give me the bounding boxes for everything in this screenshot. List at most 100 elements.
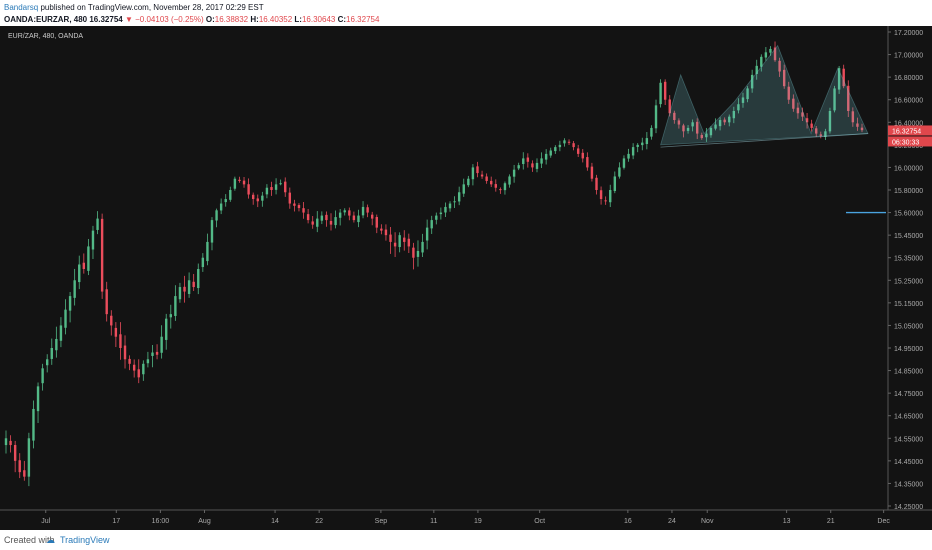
candle-body — [576, 148, 580, 154]
candle-body — [485, 176, 488, 181]
candle-body — [741, 97, 745, 103]
tradingview-brand[interactable]: TradingView — [60, 535, 110, 545]
close-value: 16.32754 — [346, 15, 380, 24]
time-tick-label: Nov — [701, 518, 714, 525]
candle-body — [13, 445, 17, 461]
candlestick-chart[interactable]: 17.20000 17.00000 16.80000 16.60000 16.40000… — [0, 26, 932, 530]
candle-body — [503, 183, 507, 191]
candle-body — [627, 153, 630, 159]
candle-body — [416, 250, 420, 257]
head-and-shoulders-pattern[interactable] — [660, 44, 869, 146]
candle-body — [618, 167, 621, 177]
candle-body — [604, 200, 607, 202]
countdown-label: 06:30:33 — [892, 139, 919, 146]
time-tick-label: 24 — [668, 518, 676, 525]
candle-body — [371, 214, 374, 219]
price-axis-background[interactable] — [888, 26, 932, 530]
candle-body — [586, 157, 589, 168]
open-value: 16.38832 — [214, 15, 249, 24]
candle-body — [723, 119, 726, 123]
candle-body — [490, 180, 493, 185]
candle-body — [132, 364, 136, 371]
candle-body — [750, 74, 754, 89]
candle-body — [274, 184, 278, 190]
candle-body — [178, 287, 182, 300]
candle-body — [311, 221, 314, 225]
candle-body — [760, 56, 763, 67]
candle-body — [622, 158, 626, 168]
time-tick-label: Oct — [534, 518, 545, 525]
candle-body — [68, 296, 72, 311]
author-link[interactable]: Bandarsq — [4, 3, 39, 12]
candle-body — [563, 140, 566, 144]
candle-body — [155, 351, 159, 355]
candle-body — [27, 438, 31, 477]
time-tick-label: 16 — [624, 518, 632, 525]
candle-body — [114, 327, 118, 337]
time-tick-label: 21 — [827, 518, 835, 525]
neckline[interactable] — [660, 133, 869, 148]
candle-body — [261, 195, 264, 201]
candle-body — [609, 190, 612, 203]
candle-body — [174, 296, 177, 316]
candle-body — [398, 235, 401, 248]
candle-body — [256, 198, 259, 202]
countdown-marker — [888, 136, 932, 147]
candle-body — [206, 241, 209, 262]
candle-body — [151, 352, 154, 356]
price-tick-label: 14.85000 — [894, 369, 923, 376]
candle-body — [325, 214, 328, 221]
candle-body — [59, 325, 63, 341]
candle-body — [810, 123, 813, 128]
time-tick-label: 11 — [430, 518, 437, 525]
price-tick-label: 16.80000 — [894, 75, 923, 82]
down-arrow-icon: ▼ — [124, 15, 133, 24]
candle-body — [238, 179, 241, 181]
price-tick-label: 14.65000 — [894, 414, 923, 421]
candle-body — [819, 134, 823, 136]
candle-body — [769, 48, 772, 53]
candle-body — [293, 203, 296, 206]
candle-body — [847, 85, 850, 111]
ohlc-line: OANDA:EURZAR, 480 16.32754 ▼ −0.04103 (−… — [4, 14, 379, 25]
candle-body — [540, 158, 543, 164]
candle-body — [700, 134, 703, 139]
candle-body — [393, 242, 397, 247]
chart-header: Bandarsq published on TradingView.com, N… — [0, 0, 932, 26]
candle-body — [210, 220, 214, 243]
candle-body — [306, 214, 310, 221]
candle-body — [480, 174, 484, 177]
symbol-info: OANDA:EURZAR, 480 — [4, 15, 88, 24]
time-tick-label: Dec — [877, 518, 890, 525]
time-tick-label: Aug — [198, 518, 211, 525]
price-tick-label: 14.25000 — [894, 504, 923, 511]
tradingview-logo-icon[interactable]: ☁ — [46, 535, 55, 545]
candle-body — [110, 315, 113, 326]
chart-area[interactable]: 17.20000 17.00000 16.80000 16.60000 16.40000… — [0, 26, 932, 530]
candle-body — [732, 111, 736, 119]
candle-body — [572, 143, 575, 148]
candle-body — [599, 190, 603, 200]
candle-body — [517, 165, 520, 169]
last-price-label: 16.32754 — [892, 128, 921, 135]
candle-body — [709, 127, 713, 136]
candle-body — [348, 210, 351, 216]
time-tick-label: 19 — [474, 518, 482, 525]
candle-body — [87, 246, 90, 271]
candle-body — [389, 234, 392, 242]
candle-body — [851, 111, 855, 123]
time-tick-label: 13 — [783, 518, 791, 525]
close-label: C: — [337, 15, 347, 24]
candle-body — [526, 157, 530, 162]
price-tick-label: 14.55000 — [894, 436, 923, 443]
candle-body — [192, 281, 195, 288]
published-text: published on TradingView.com, November 2… — [38, 3, 264, 12]
candle-body — [435, 215, 438, 220]
candle-body — [860, 127, 864, 131]
candle-body — [270, 187, 273, 190]
candle-body — [251, 194, 255, 200]
high-label: H: — [250, 15, 259, 24]
candle-body — [444, 206, 447, 213]
candle-body — [476, 166, 479, 174]
candle-body — [833, 88, 836, 111]
